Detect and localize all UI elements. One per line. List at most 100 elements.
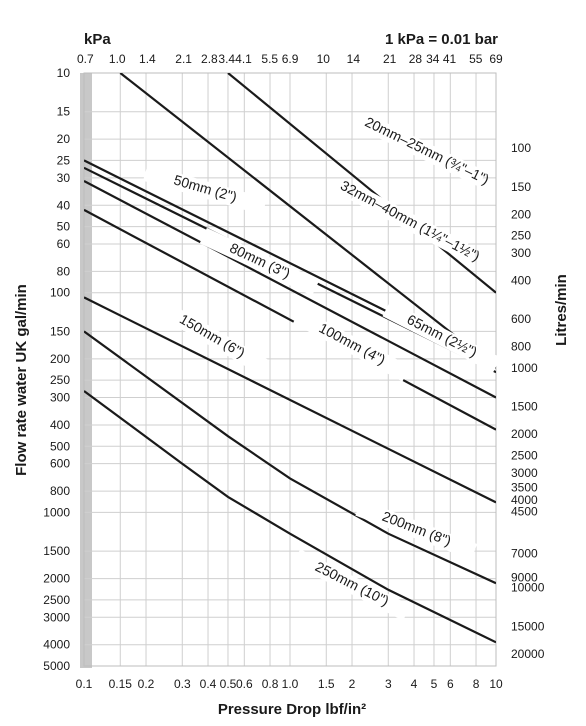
x-tick-label: 0.15 (109, 677, 133, 691)
y-tick-label: 200 (50, 352, 70, 366)
y-tick-label: 15 (57, 105, 71, 119)
label-backdrop (153, 298, 270, 376)
y-tick-label: 80 (57, 264, 71, 278)
right-tick-label: 1000 (511, 361, 538, 375)
top-axis-title: kPa (84, 31, 111, 48)
curve-labels: 20mm–25mm (¾"–1")32mm–40mm (1¼"–1½")50mm… (143, 114, 501, 621)
y-tick-label: 250 (50, 373, 70, 387)
right-tick-label: 7000 (511, 547, 538, 561)
y-tick-label: 100 (50, 286, 70, 300)
right-tick-label: 150 (511, 180, 531, 194)
top-tick-label: 2.8 (201, 52, 218, 66)
label-backdrop (355, 499, 478, 560)
tick-labels: 0.1 0.15 0.2 0.3 0.4 0.5 0.6 0.8 1.0 1.5 2 3 4 5 6 8 101… (43, 52, 544, 691)
right-tick-label: 800 (511, 340, 531, 354)
right-tick-label: 100 (511, 141, 531, 155)
label-backdrop (199, 227, 320, 296)
top-tick-label: 0.7 (77, 52, 94, 66)
right-tick-label: 3000 (511, 466, 538, 480)
y-tick-label: 500 (50, 439, 70, 453)
label-backdrop (382, 301, 501, 373)
y2-axis-title: Litres/min (553, 274, 570, 346)
right-tick-label: 4500 (511, 504, 538, 518)
y-tick-label: 3000 (43, 610, 70, 624)
label-backdrop (143, 164, 267, 215)
y-tick-label: 5000 (43, 659, 70, 673)
top-tick-label: 55 (469, 52, 483, 66)
plot-frame (83, 72, 497, 667)
y-tick-label: 50 (57, 220, 71, 234)
y-tick-label: 60 (57, 237, 71, 251)
y-tick-label: 10 (57, 66, 71, 80)
right-tick-label: 600 (511, 312, 531, 326)
y-tick-label: 2000 (43, 572, 70, 586)
right-tick-label: 10000 (511, 581, 545, 595)
x-tick-label: 0.3 (174, 677, 191, 691)
series-line (227, 73, 496, 294)
right-tick-label: 1500 (511, 400, 538, 414)
series-label: 150mm (6") (177, 311, 248, 361)
x-axis-title: Pressure Drop lbf/in² (218, 701, 366, 718)
y-tick-label: 800 (50, 484, 70, 498)
x-tick-label: 0.1 (76, 677, 93, 691)
x-tick-label: 2 (349, 677, 356, 691)
x-tick-label: 10 (489, 677, 503, 691)
right-tick-label: 3500 (511, 480, 538, 494)
y-tick-label: 400 (50, 418, 70, 432)
top-tick-label: 1.0 (109, 52, 126, 66)
top-tick-label: 1.4 (139, 52, 156, 66)
series-line (84, 180, 496, 399)
y-tick-label: 4000 (43, 638, 70, 652)
right-tick-label: 15000 (511, 619, 545, 633)
y-tick-label: 600 (50, 457, 70, 471)
x-tick-label: 0.4 (200, 677, 217, 691)
y-axis-title: Flow rate water UK gal/min (13, 284, 30, 476)
label-backdrop (350, 185, 469, 259)
right-tick-label: 250 (511, 229, 531, 243)
y-tick-label: 1000 (43, 505, 70, 519)
curves (84, 73, 496, 644)
series-label: 65mm (2½") (405, 311, 480, 360)
series-label: 20mm–25mm (¾"–1") (363, 114, 492, 188)
right-tick-label: 2000 (511, 427, 538, 441)
top-tick-label: 28 (409, 52, 423, 66)
label-backdrop (292, 308, 411, 382)
top-tick-label: 5.5 (261, 52, 278, 66)
right-tick-label: 2500 (511, 448, 538, 462)
series-line (84, 330, 496, 585)
right-tick-label: 4000 (511, 493, 538, 507)
right-tick-label: 9000 (511, 571, 538, 585)
series-line (84, 390, 496, 644)
top-tick-label: 2.1 (175, 52, 192, 66)
top-tick-label: 69 (489, 52, 503, 66)
x-tick-label: 0.8 (262, 677, 279, 691)
y-tick-label: 2500 (43, 593, 70, 607)
x-tick-label: 3 (385, 677, 392, 691)
series-label: 32mm–40mm (1¼"–1½") (338, 177, 483, 264)
right-tick-label: 400 (511, 274, 531, 288)
right-tick-label: 300 (511, 246, 531, 260)
top-tick-label: 34 (426, 52, 440, 66)
series-line (84, 208, 496, 431)
x-tick-label: 8 (473, 677, 480, 691)
top-tick-label: 41 (443, 52, 457, 66)
top-tick-label: 4.1 (235, 52, 252, 66)
series-line (119, 73, 496, 369)
y-tick-label: 300 (50, 391, 70, 405)
top-tick-label: 10 (317, 52, 331, 66)
top-tick-label: 3.4 (218, 52, 235, 66)
label-backdrop (292, 549, 411, 621)
x-tick-label: 5 (431, 677, 438, 691)
right-tick-label: 20000 (511, 647, 545, 661)
y-tick-label: 40 (57, 198, 71, 212)
top-tick-label: 21 (383, 52, 397, 66)
left-axis-band (80, 73, 92, 668)
x-tick-label: 1.0 (282, 677, 299, 691)
x-tick-label: 4 (411, 677, 418, 691)
y-tick-label: 25 (57, 153, 71, 167)
x-tick-label: 0.5 (220, 677, 237, 691)
x-tick-label: 0.2 (138, 677, 155, 691)
top-tick-label: 14 (347, 52, 361, 66)
top-tick-label: 6.9 (282, 52, 299, 66)
